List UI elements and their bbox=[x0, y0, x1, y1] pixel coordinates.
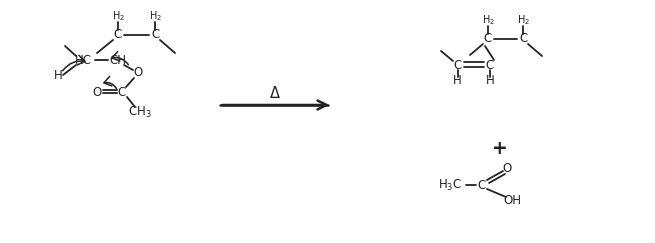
Text: H$_2$: H$_2$ bbox=[481, 13, 495, 27]
Text: C: C bbox=[484, 33, 492, 45]
Text: H: H bbox=[453, 73, 461, 87]
Text: CH: CH bbox=[109, 53, 126, 67]
Text: C: C bbox=[151, 28, 159, 42]
Text: C: C bbox=[519, 33, 527, 45]
Text: C: C bbox=[118, 86, 126, 98]
Text: $\Delta$: $\Delta$ bbox=[269, 85, 281, 101]
Text: +: + bbox=[492, 139, 508, 157]
Text: C: C bbox=[114, 28, 122, 42]
Text: H$_3$C: H$_3$C bbox=[438, 177, 462, 192]
Text: O: O bbox=[502, 162, 512, 174]
FancyArrowPatch shape bbox=[112, 52, 128, 65]
Text: H: H bbox=[485, 73, 495, 87]
Text: H$_2$: H$_2$ bbox=[111, 9, 124, 23]
Text: C: C bbox=[454, 59, 462, 71]
Text: HC: HC bbox=[75, 53, 92, 67]
FancyArrowPatch shape bbox=[104, 77, 117, 89]
Text: H$_2$: H$_2$ bbox=[517, 13, 529, 27]
Text: C: C bbox=[486, 59, 494, 71]
Text: C: C bbox=[478, 179, 486, 191]
FancyArrowPatch shape bbox=[63, 55, 85, 71]
Text: H: H bbox=[54, 69, 62, 81]
Text: O: O bbox=[92, 86, 102, 98]
Text: CH$_3$: CH$_3$ bbox=[128, 104, 152, 120]
Text: H$_2$: H$_2$ bbox=[149, 9, 162, 23]
Text: OH: OH bbox=[503, 193, 521, 207]
Text: O: O bbox=[134, 66, 143, 78]
